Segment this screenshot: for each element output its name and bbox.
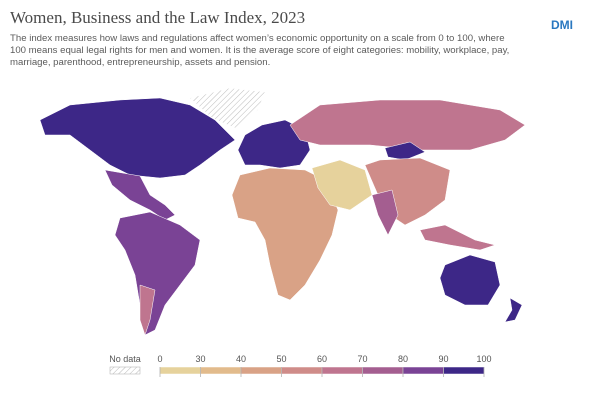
legend-tick-label: 80 — [398, 354, 408, 364]
legend-tick-label: 100 — [476, 354, 491, 364]
legend-tick-label: 40 — [236, 354, 246, 364]
legend-bin — [443, 366, 485, 375]
legend-bin — [402, 366, 444, 375]
legend-tick-label: 50 — [276, 354, 286, 364]
legend-bin — [281, 366, 323, 375]
subtitle: The index measures how laws and regulati… — [10, 33, 510, 68]
legend-bin — [362, 366, 404, 375]
no-data-label: No data — [109, 354, 141, 364]
legend-bin — [159, 366, 201, 375]
logo: DMI — [551, 18, 573, 32]
legend-tick-label: 60 — [317, 354, 327, 364]
legend-bin — [200, 366, 242, 375]
countries — [39, 87, 526, 336]
legend-tick-label: 70 — [357, 354, 367, 364]
title: Women, Business and the Law Index, 2023 — [10, 8, 306, 27]
legend-tick-label: 30 — [195, 354, 205, 364]
legend-tick-label: 90 — [438, 354, 448, 364]
legend-bin — [240, 366, 282, 375]
legend-bin — [321, 366, 363, 375]
no-data-swatch — [109, 366, 141, 375]
legend-tick-label: 0 — [157, 354, 162, 364]
